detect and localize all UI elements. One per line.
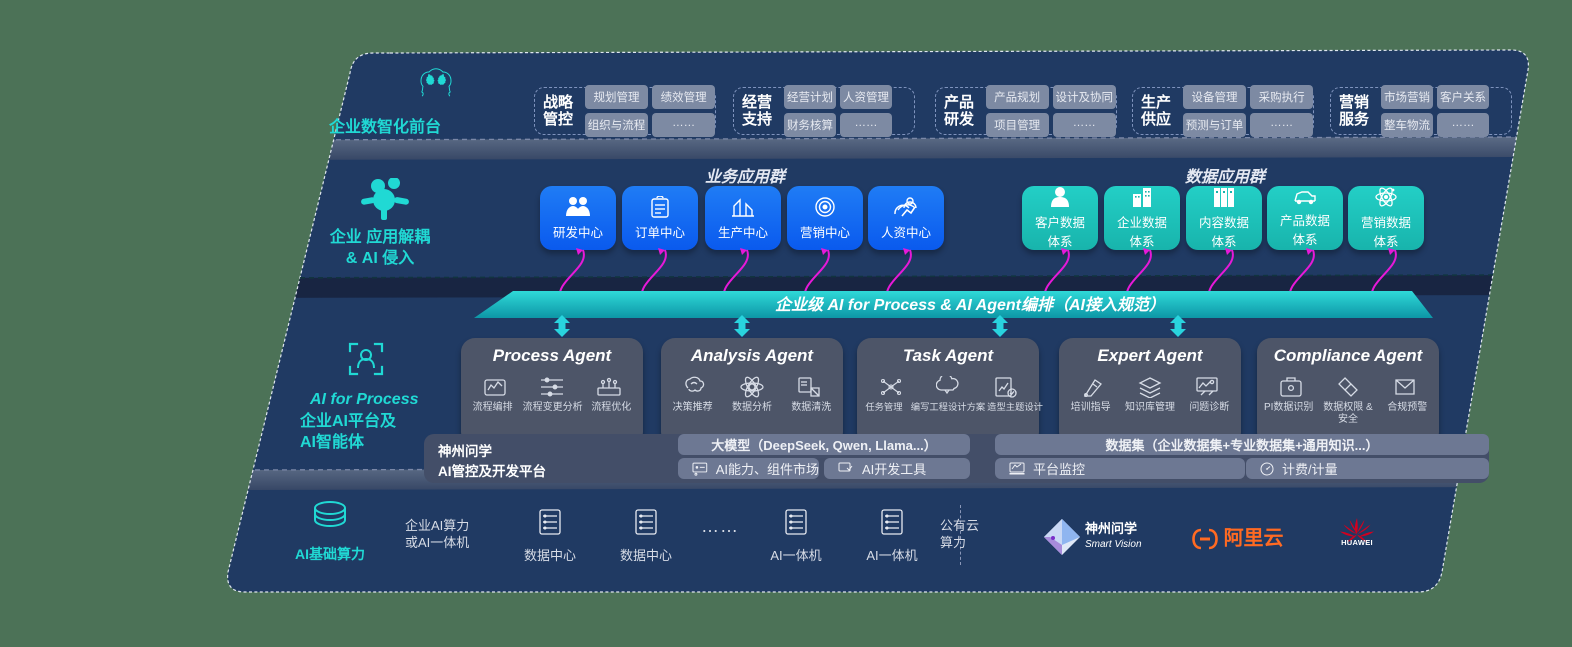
- svg-text:HUAWEI: HUAWEI: [1341, 538, 1373, 546]
